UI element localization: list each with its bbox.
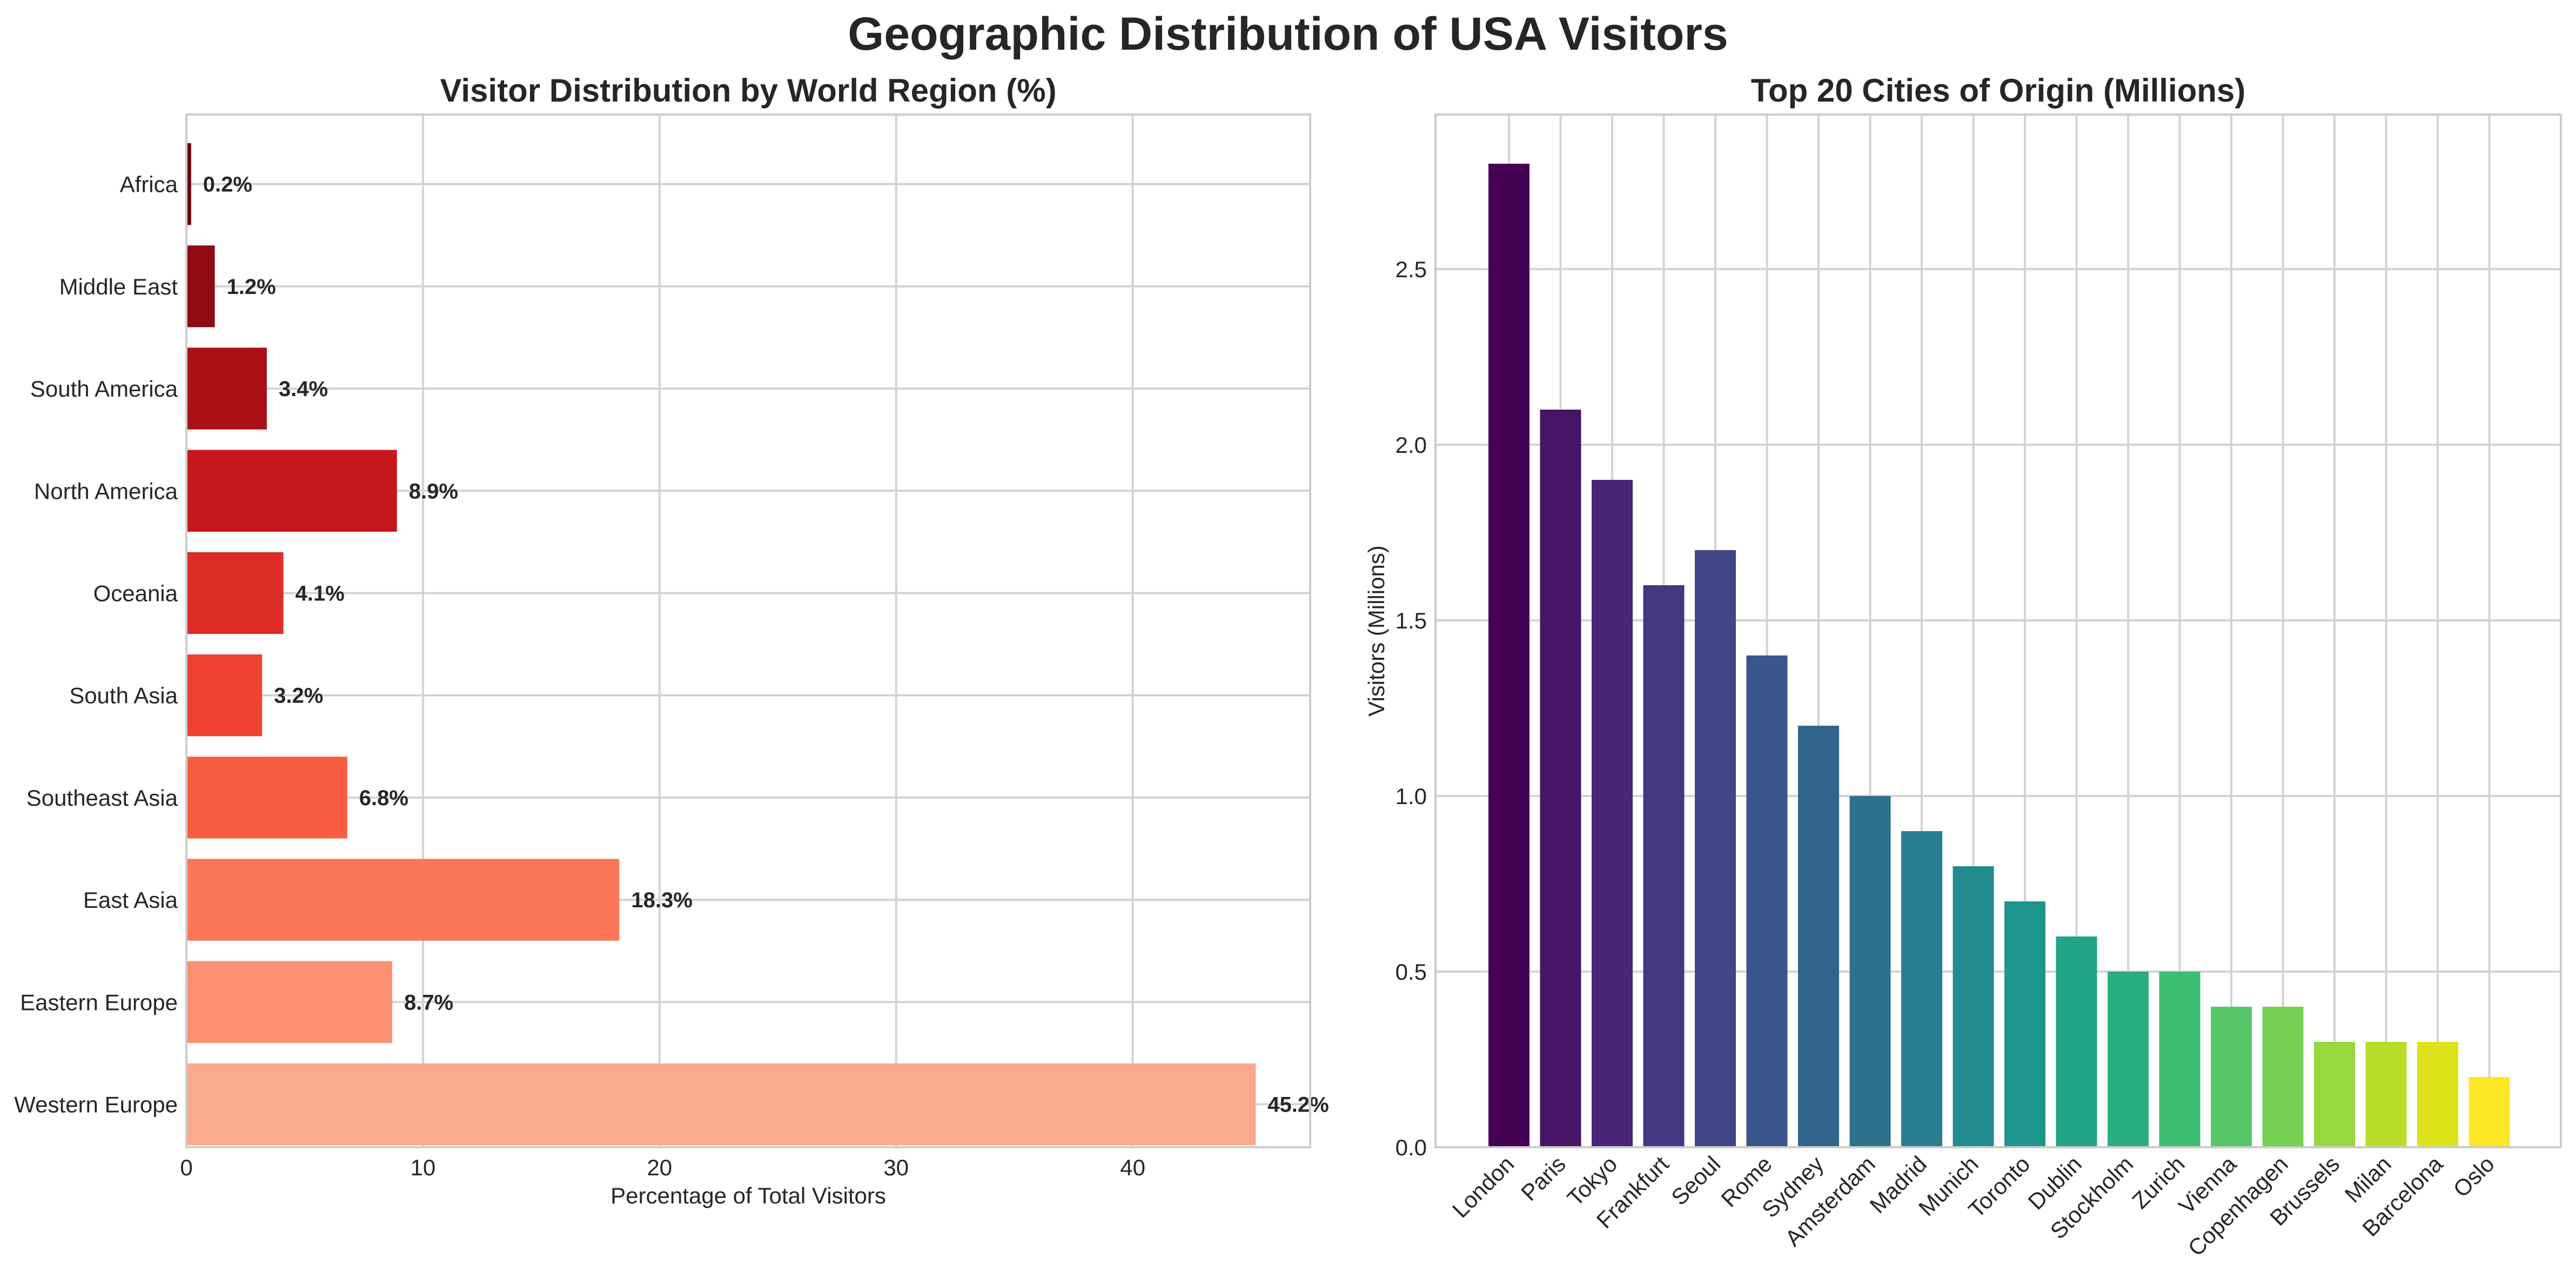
cities-y-tick-label: 1.0 — [1396, 784, 1427, 809]
region-category-label: Western Europe — [14, 1092, 178, 1118]
region-bar — [186, 143, 191, 225]
region-bar — [186, 1063, 1256, 1146]
city-bar — [1901, 831, 1942, 1147]
region-value-label: 3.4% — [279, 377, 328, 401]
city-category-label: Oslo — [2448, 1151, 2499, 1202]
region-bar — [186, 450, 397, 532]
region-x-tick-label: 30 — [883, 1155, 909, 1180]
cities-y-tick-label: 2.0 — [1396, 432, 1427, 458]
city-bar — [2211, 1007, 2252, 1147]
region-category-label: Middle East — [59, 274, 178, 299]
city-bar — [2365, 1042, 2407, 1147]
region-chart: Visitor Distribution by World Region (%)… — [14, 72, 1329, 1208]
region-x-tick-label: 10 — [411, 1155, 436, 1180]
region-category-label: North America — [34, 478, 178, 504]
city-bar — [2056, 936, 2097, 1147]
region-value-label: 45.2% — [1267, 1093, 1329, 1117]
region-value-label: 4.1% — [296, 581, 345, 605]
region-bar — [186, 757, 347, 839]
city-bar — [2004, 901, 2045, 1147]
cities-y-tick-label: 0.0 — [1396, 1135, 1427, 1160]
region-x-tick-label: 40 — [1120, 1155, 1145, 1180]
city-bar — [2262, 1007, 2304, 1147]
region-bar — [186, 552, 284, 634]
cities-chart-title: Top 20 Cities of Origin (Millions) — [1751, 72, 2246, 109]
region-bar — [186, 245, 215, 327]
region-x-axis-label: Percentage of Total Visitors — [611, 1183, 886, 1208]
city-bar — [1746, 655, 1788, 1147]
city-category-label: Seoul — [1666, 1151, 1725, 1210]
region-value-label: 0.2% — [203, 173, 252, 197]
city-bar — [1592, 480, 1633, 1147]
region-category-label: Oceania — [93, 580, 178, 606]
city-category-label: Paris — [1516, 1151, 1571, 1206]
region-bar — [186, 961, 392, 1043]
region-category-label: South Asia — [69, 683, 178, 708]
region-category-label: Eastern Europe — [20, 989, 178, 1015]
region-value-label: 6.8% — [359, 786, 408, 810]
city-bar — [2159, 972, 2201, 1147]
region-value-label: 8.7% — [404, 991, 453, 1014]
region-category-label: South America — [30, 376, 178, 402]
region-category-label: Africa — [120, 172, 178, 197]
region-category-label: Southeast Asia — [26, 785, 178, 811]
cities-y-tick-label: 2.5 — [1396, 257, 1427, 282]
cities-y-tick-label: 1.5 — [1396, 608, 1427, 633]
region-value-label: 18.3% — [631, 888, 692, 912]
region-value-label: 3.2% — [274, 684, 323, 708]
cities-plot-frame — [1434, 113, 2562, 1148]
region-x-tick-label: 20 — [647, 1155, 672, 1180]
figure-title: Geographic Distribution of USA Visitors — [848, 8, 1728, 60]
city-bar — [1798, 726, 1839, 1147]
city-category-label: London — [1447, 1151, 1519, 1222]
region-category-label: East Asia — [83, 887, 178, 913]
city-bar — [1540, 410, 1581, 1147]
region-x-tick-label: 0 — [180, 1155, 192, 1180]
cities-y-axis-label: Visitors (Millions) — [1364, 545, 1389, 717]
region-value-label: 8.9% — [409, 479, 458, 503]
region-bar — [186, 654, 263, 737]
city-bar — [2108, 972, 2149, 1147]
city-bar — [2314, 1042, 2355, 1147]
region-chart-title: Visitor Distribution by World Region (%) — [440, 72, 1056, 109]
region-bar — [186, 859, 620, 941]
region-value-label: 1.2% — [227, 275, 276, 299]
city-bar — [2417, 1042, 2458, 1147]
city-bar — [1849, 796, 1891, 1147]
city-bar — [1643, 585, 1685, 1147]
region-plot-frame — [185, 113, 1311, 1148]
cities-chart: Top 20 Cities of Origin (Millions) 0.0 0.5… — [1364, 72, 2562, 1261]
city-bar — [1488, 164, 1530, 1147]
region-bar — [186, 347, 267, 430]
city-bar — [1953, 866, 1994, 1147]
city-bar — [2468, 1077, 2510, 1147]
cities-y-tick-label: 0.5 — [1396, 959, 1427, 985]
city-bar — [1695, 550, 1736, 1147]
